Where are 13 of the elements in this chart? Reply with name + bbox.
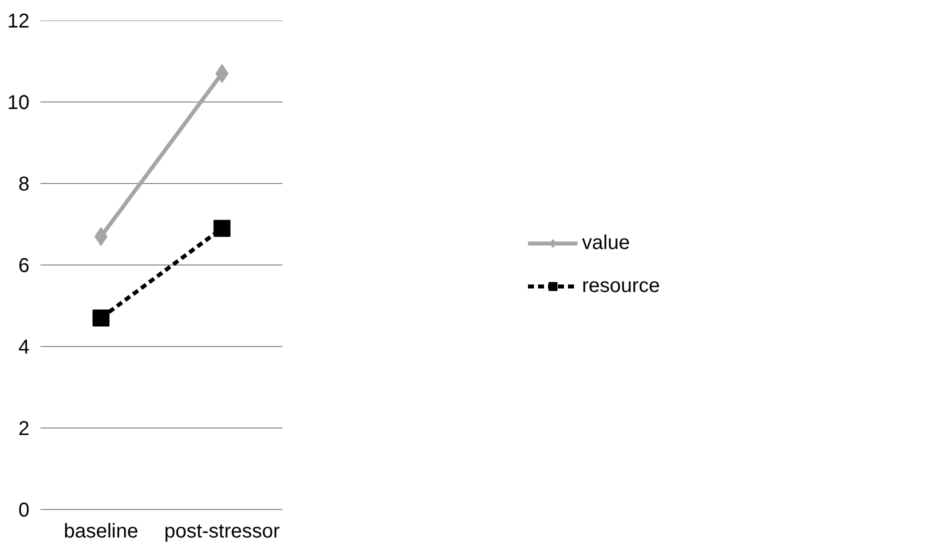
y-tick-label: 0 (18, 500, 30, 522)
legend-label: resource (582, 274, 661, 298)
y-tick-label: 6 (18, 255, 30, 277)
x-tick-label: post-stressor (164, 520, 280, 542)
y-tick-label: 8 (18, 174, 30, 196)
y-tick-label: 10 (7, 92, 30, 114)
y-tick-label: 2 (18, 418, 30, 440)
y-tick-label: 12 (7, 10, 30, 32)
x-tick-label: baseline (64, 520, 138, 542)
legend-label: value (582, 232, 631, 254)
point (214, 220, 230, 237)
point (92, 309, 110, 326)
y-tick-label: 4 (18, 336, 30, 358)
